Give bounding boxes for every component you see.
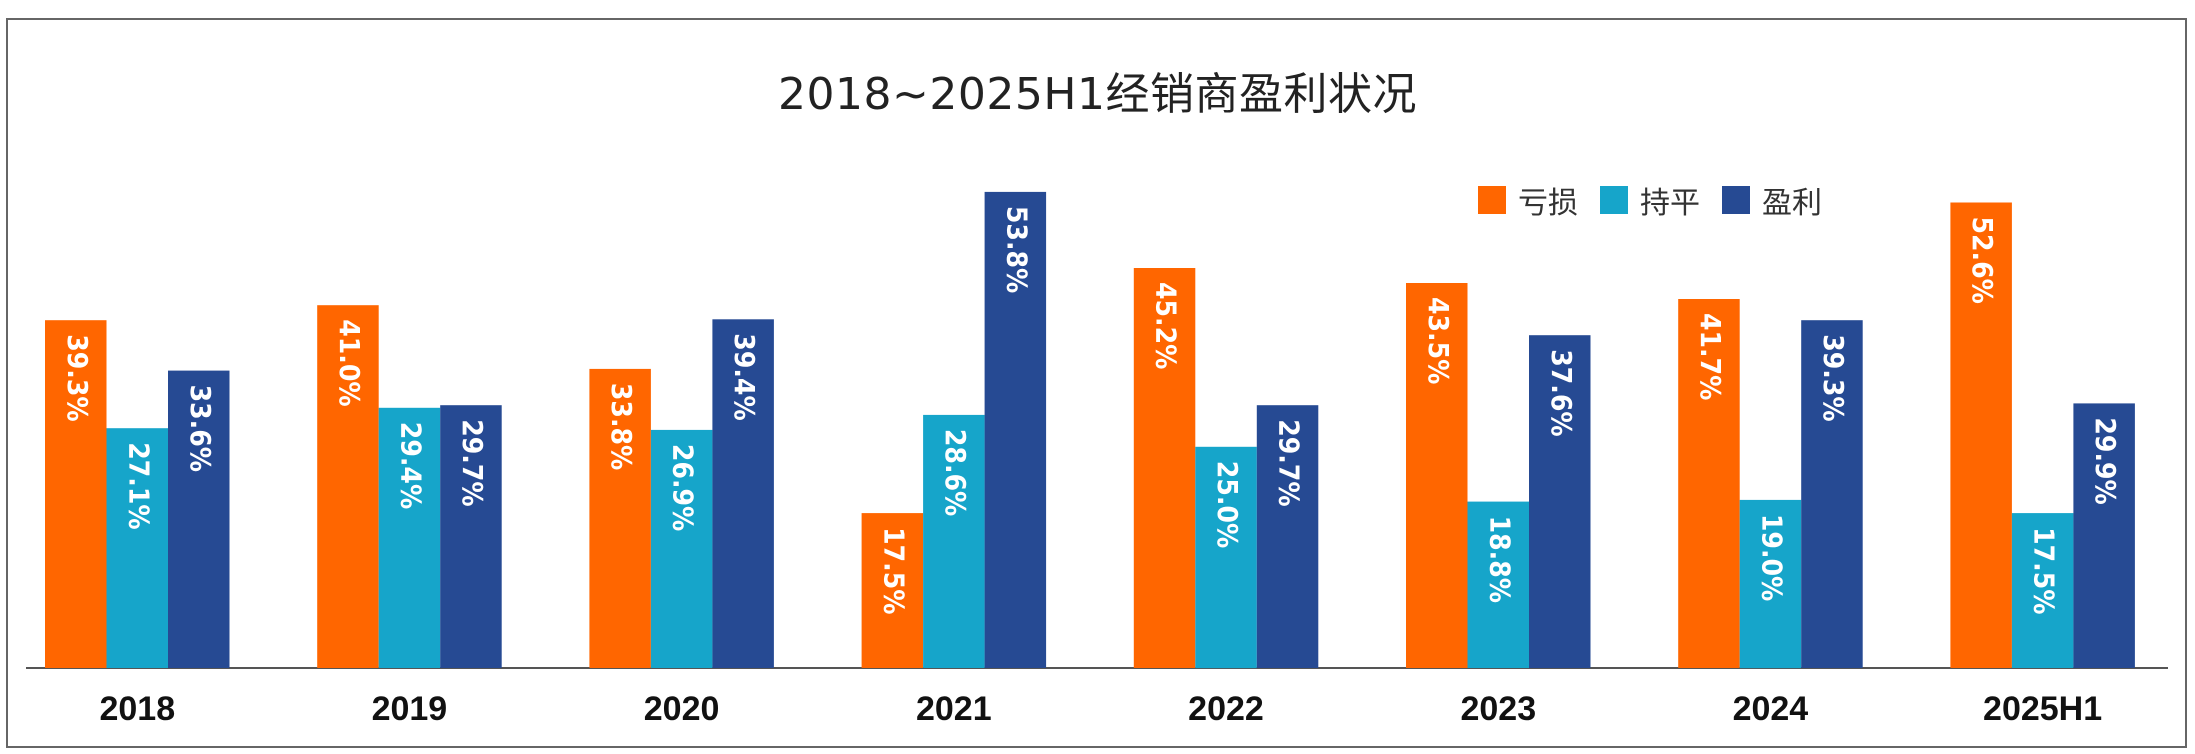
- bar-profit-2022: [1256, 405, 1319, 668]
- value-label-profit-2025H1: 29.9%: [2089, 417, 2122, 504]
- bar-loss-2024: [1678, 299, 1740, 668]
- value-label-profit-2020: 39.4%: [728, 333, 761, 420]
- value-label-loss-2022: 45.2%: [1150, 282, 1183, 369]
- bar-breakeven-2023: [1467, 501, 1529, 668]
- legend-item-profit: 盈利: [1722, 178, 1822, 222]
- bar-breakeven-2019: [378, 407, 441, 668]
- bar-loss-2018: [45, 320, 107, 668]
- value-label-loss-2021: 17.5%: [877, 527, 910, 614]
- value-label-breakeven-2018: 27.1%: [122, 442, 155, 529]
- x-tick-label-2019: 2019: [372, 690, 448, 728]
- value-label-loss-2024: 41.7%: [1694, 313, 1727, 400]
- bar-profit-2024: [1801, 320, 1863, 668]
- value-label-breakeven-2019: 29.4%: [394, 422, 427, 509]
- value-label-breakeven-2020: 26.9%: [667, 444, 700, 531]
- value-label-loss-2019: 41.0%: [333, 319, 366, 406]
- x-tick-label-2020: 2020: [644, 690, 720, 728]
- bar-profit-2020: [712, 319, 774, 668]
- bar-breakeven-2018: [106, 428, 168, 668]
- legend-label-breakeven: 持平: [1640, 186, 1700, 221]
- value-label-profit-2024: 39.3%: [1817, 334, 1850, 421]
- value-label-profit-2018: 33.6%: [184, 385, 217, 472]
- value-label-profit-2021: 53.8%: [1000, 206, 1033, 293]
- value-label-profit-2023: 37.6%: [1545, 349, 1578, 436]
- bar-loss-2022: [1133, 268, 1196, 668]
- value-label-loss-2023: 43.5%: [1422, 297, 1455, 384]
- legend-swatch-profit: [1722, 186, 1750, 214]
- legend-label-profit: 盈利: [1762, 186, 1822, 221]
- x-tick-label-2021: 2021: [916, 690, 992, 728]
- legend-item-loss: 亏损: [1478, 178, 1578, 222]
- value-label-profit-2022: 29.7%: [1273, 419, 1306, 506]
- value-label-loss-2020: 33.8%: [605, 383, 638, 470]
- x-tick-label-2018: 2018: [99, 690, 175, 728]
- value-label-loss-2025H1: 52.6%: [1966, 217, 1999, 304]
- bar-loss-2020: [589, 368, 651, 668]
- bar-loss-2023: [1406, 283, 1468, 668]
- x-tick-label-2022: 2022: [1188, 690, 1264, 728]
- bar-profit-2023: [1529, 335, 1591, 668]
- legend-item-breakeven: 持平: [1600, 178, 1700, 222]
- bar-loss-2025H1: [1950, 202, 2012, 668]
- chart-title: 2018~2025H1经销商盈利状况: [778, 69, 1417, 120]
- value-label-profit-2019: 29.7%: [456, 419, 489, 506]
- legend-swatch-breakeven: [1600, 186, 1628, 214]
- bar-breakeven-2022: [1195, 446, 1257, 669]
- bar-breakeven-2025H1: [2011, 513, 2074, 668]
- bar-profit-2019: [440, 405, 502, 668]
- x-tick-label-2024: 2024: [1733, 690, 1809, 728]
- bar-breakeven-2024: [1739, 499, 1802, 669]
- bar-profit-2021: [984, 191, 1047, 668]
- bar-breakeven-2020: [650, 429, 713, 668]
- legend: 亏损 持平 盈利: [1478, 178, 1844, 222]
- value-label-loss-2018: 39.3%: [61, 334, 94, 421]
- legend-swatch-loss: [1478, 186, 1506, 214]
- legend-label-loss: 亏损: [1518, 186, 1578, 221]
- x-tick-label-2025H1: 2025H1: [1983, 690, 2102, 728]
- value-label-breakeven-2023: 18.8%: [1483, 516, 1516, 603]
- bar-profit-2018: [168, 370, 230, 668]
- bar-breakeven-2021: [923, 414, 985, 668]
- value-label-breakeven-2021: 28.6%: [939, 429, 972, 516]
- value-label-breakeven-2022: 25.0%: [1211, 461, 1244, 548]
- bar-profit-2025H1: [2073, 403, 2135, 668]
- value-label-breakeven-2024: 19.0%: [1755, 514, 1788, 601]
- bar-loss-2019: [317, 305, 379, 668]
- bar-loss-2021: [861, 513, 924, 668]
- x-tick-label-2023: 2023: [1460, 690, 1536, 728]
- value-label-breakeven-2025H1: 17.5%: [2028, 527, 2061, 614]
